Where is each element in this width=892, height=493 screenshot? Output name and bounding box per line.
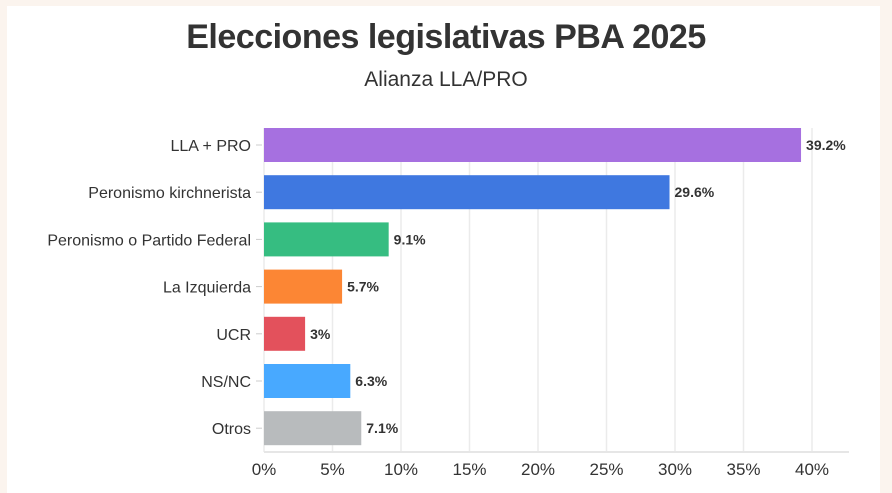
category-label: NS/NC [201,374,251,391]
data-label: 3% [310,326,331,342]
chart-card [7,6,880,493]
data-label: 5.7% [347,279,379,295]
category-label: Peronismo o Partido Federal [47,232,251,249]
chart-title: Elecciones legislativas PBA 2025 [186,18,706,56]
bar [264,364,351,398]
data-label: 39.2% [806,137,846,153]
bar [264,175,670,210]
x-tick-label: 30% [658,460,692,479]
x-tick-label: 0% [252,460,277,479]
bar [264,269,343,304]
bar [264,222,389,257]
category-label: LLA + PRO [171,138,252,155]
x-tick-label: 5% [320,460,345,479]
data-label: 29.6% [675,184,715,200]
category-label: La Izquierda [163,280,251,297]
x-tick-label: 25% [589,460,623,479]
bar [264,411,362,446]
category-label: Peronismo kirchnerista [88,185,251,202]
x-tick-label: 35% [726,460,760,479]
bar [264,316,306,351]
bar [264,128,802,162]
chart-subtitle: Alianza LLA/PRO [364,68,528,91]
x-tick-label: 15% [452,460,486,479]
data-label: 7.1% [366,420,398,436]
data-label: 6.3% [355,373,387,389]
x-tick-label: 10% [384,460,418,479]
x-tick-label: 20% [521,460,555,479]
data-label: 9.1% [394,231,426,247]
category-label: Otros [212,421,251,438]
x-tick-label: 40% [795,460,829,479]
category-label: UCR [216,327,251,344]
